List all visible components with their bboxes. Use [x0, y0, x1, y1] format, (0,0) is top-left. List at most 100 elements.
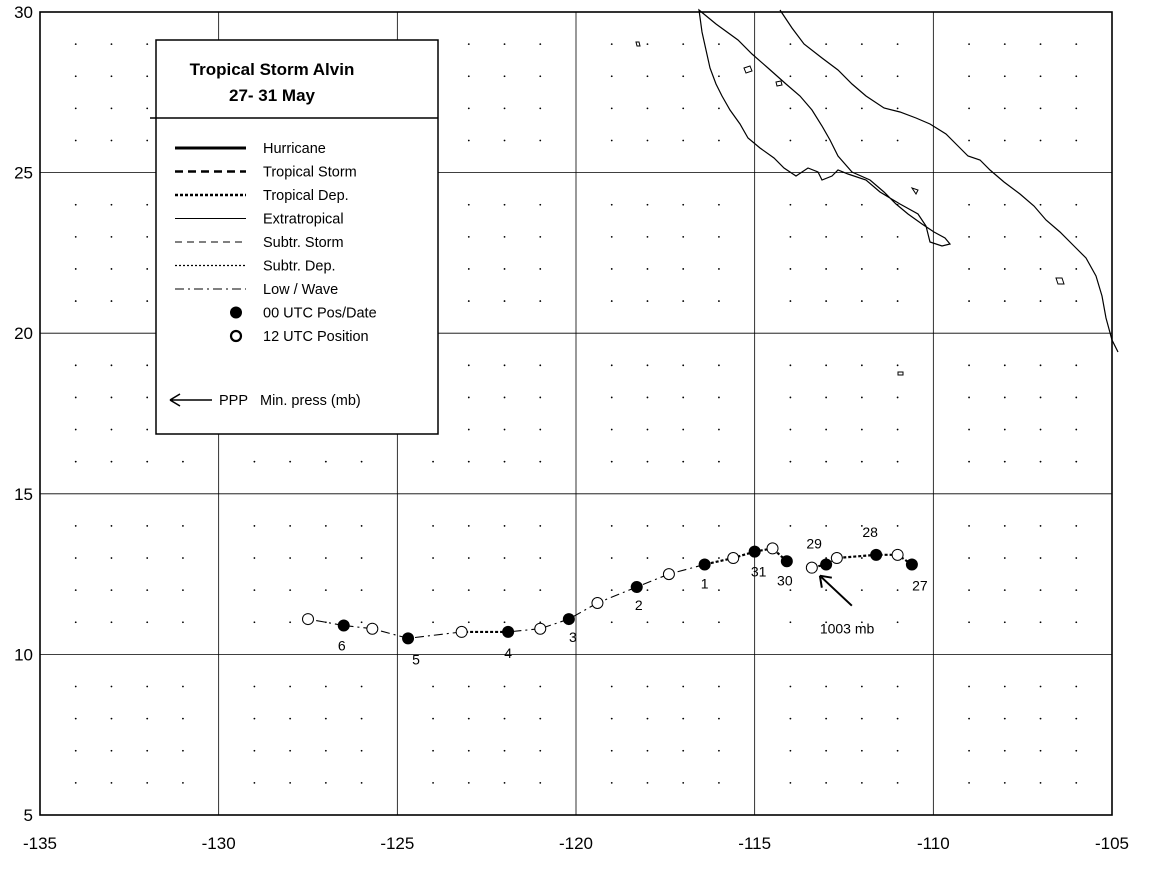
grid-dot — [146, 107, 149, 110]
grid-dot — [610, 781, 613, 784]
grid-dot — [610, 589, 613, 592]
grid-dot — [860, 396, 863, 399]
grid-dot — [610, 364, 613, 367]
grid-dot — [503, 107, 506, 110]
grid-dot — [1003, 428, 1006, 431]
grid-dot — [1075, 685, 1078, 688]
grid-dot — [467, 460, 470, 463]
grid-dot — [789, 364, 792, 367]
legend-pressure-code: PPP — [219, 393, 248, 409]
legend-frame — [155, 39, 439, 435]
grid-dot — [146, 781, 149, 784]
position-12utc — [366, 622, 379, 635]
grid-dot — [896, 300, 899, 302]
grid-dot — [467, 75, 470, 78]
grid-dot — [860, 364, 863, 367]
grid-dot — [718, 685, 720, 688]
grid-dot — [74, 460, 77, 463]
grid-dot — [1075, 781, 1078, 784]
grid-dot — [646, 268, 649, 270]
grid-dot — [646, 139, 649, 142]
grid-dot — [1003, 139, 1006, 142]
grid-dot — [539, 717, 542, 720]
grid-dot — [539, 557, 542, 559]
grid-dot — [825, 717, 828, 720]
grid-dot — [860, 557, 863, 559]
grid-dot — [789, 460, 792, 463]
grid-dot — [539, 268, 542, 270]
x-tick-label: -105 — [1095, 834, 1129, 853]
grid-dot — [968, 589, 970, 592]
grid-dot — [182, 781, 184, 784]
grid-dot — [646, 364, 649, 367]
grid-dot — [860, 75, 863, 78]
date-label: 1 — [701, 575, 709, 591]
grid-dot — [360, 685, 363, 688]
track-segment — [597, 586, 637, 604]
grid-dot — [825, 203, 828, 206]
grid-dot — [539, 749, 542, 752]
grid-dot — [324, 749, 327, 752]
grid-dot — [289, 621, 292, 624]
grid-dot — [146, 364, 149, 367]
grid-dot — [110, 75, 113, 78]
grid-dot — [860, 525, 863, 527]
grid-dot — [682, 300, 685, 302]
grid-dot — [503, 557, 506, 559]
grid-dot — [1003, 749, 1006, 752]
grid-dot — [1075, 107, 1078, 110]
grid-dot — [503, 781, 506, 784]
grid-dot — [146, 300, 149, 302]
grid-dot — [860, 749, 863, 752]
grid-dot — [467, 300, 470, 302]
grid-dot — [1075, 749, 1078, 752]
grid-dot — [718, 203, 720, 206]
grid-dot — [896, 364, 899, 367]
island — [775, 80, 783, 87]
grid-dot — [253, 781, 256, 784]
grid-dot — [789, 300, 792, 302]
grid-dot — [646, 300, 649, 302]
track-segment — [372, 628, 409, 639]
grid-dot — [503, 460, 506, 463]
grid-dot — [1003, 43, 1006, 46]
grid-dot — [825, 460, 828, 463]
grid-dot — [1039, 685, 1042, 688]
grid-dot — [789, 139, 792, 142]
grid-dot — [789, 235, 792, 238]
grid-dot — [146, 428, 149, 431]
grid-dot — [467, 107, 470, 110]
x-tick-label: -135 — [23, 834, 57, 853]
grid-dot — [324, 460, 327, 463]
grid-dot — [610, 300, 613, 302]
grid-dot — [896, 781, 899, 784]
grid-dot — [1075, 589, 1078, 592]
grid-dot — [1039, 139, 1042, 142]
grid-dot — [503, 685, 506, 688]
grid-dot — [146, 460, 149, 463]
grid-dot — [682, 75, 685, 78]
position-00utc — [905, 558, 918, 571]
grid-dot — [789, 717, 792, 720]
grid-dot — [503, 525, 506, 527]
grid-dot — [539, 139, 542, 142]
position-00utc — [502, 625, 515, 638]
grid-dot — [646, 396, 649, 399]
pressure-arrow-icon — [169, 393, 212, 407]
grid-dot — [253, 589, 256, 592]
grid-dot — [539, 235, 542, 238]
grid-dot — [467, 364, 470, 367]
grid-dot — [432, 749, 434, 752]
legend-title-line1: Tropical Storm Alvin — [190, 60, 355, 79]
grid-dot — [289, 525, 292, 527]
grid-dot — [1039, 460, 1042, 463]
position-00utc — [698, 558, 711, 571]
grid-dot — [1003, 589, 1006, 592]
date-label: 4 — [504, 645, 512, 661]
grid-dot — [1075, 203, 1078, 206]
grid-dot — [968, 235, 970, 238]
island — [743, 65, 753, 74]
grid-dot — [324, 621, 327, 624]
grid-dot — [324, 589, 327, 592]
